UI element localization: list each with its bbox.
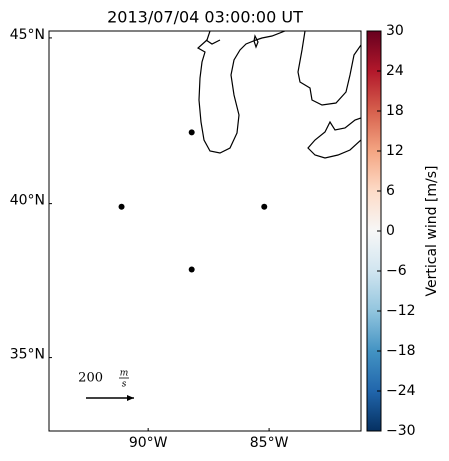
colorbar-tick-label: 6 [386,183,395,199]
lon-label: 90°W [129,435,168,451]
colorbar-tick-label: 12 [386,143,404,159]
map-title: 2013/07/04 03:00:00 UT [107,8,303,27]
lake-huron-shore [297,31,361,106]
colorbar-tick-label: −12 [386,303,416,319]
reference-unit-denominator: s [122,380,127,390]
lat-label: 45°N [10,27,45,43]
reference-arrow-head [127,395,134,401]
lon-label: 85°W [250,435,289,451]
colorbar-tick-label: 18 [386,103,404,119]
island [253,34,259,49]
map-frame [48,30,362,432]
lat-label: 35°N [10,347,45,363]
lake-michigan-shore [196,31,286,154]
colorbar-tick-label: 24 [386,63,404,79]
reference-arrow-label: 200 [78,371,103,386]
reference-unit-numerator: m [120,369,129,379]
station [261,203,268,210]
colorbar-tick-label: 0 [386,223,395,239]
colorbar-tick-label: 30 [386,23,404,39]
colorbar-tick-label: −18 [386,343,416,359]
lake-michigan-bay [205,39,221,45]
coastlines [196,31,361,159]
lat-label: 40°N [10,193,45,209]
lake-erie-shore [307,117,361,159]
colorbar-label: Vertical wind [m/s] [424,166,440,297]
station [188,129,195,136]
colorbar-tick-label: −30 [386,423,416,439]
station [118,203,125,210]
colorbar-tick-label: −6 [386,263,407,279]
colorbar-tick-label: −24 [386,383,416,399]
station [188,266,195,273]
